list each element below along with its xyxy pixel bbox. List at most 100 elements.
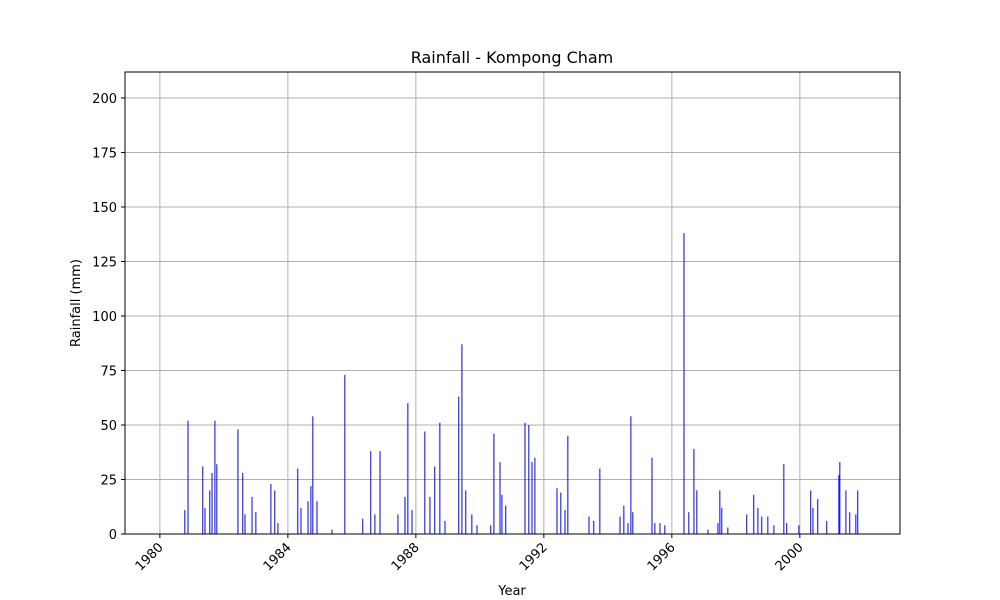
bar — [693, 448, 695, 534]
bar — [434, 466, 436, 534]
bar — [255, 512, 257, 534]
y-tick-label: 150 — [92, 201, 117, 216]
bar — [696, 490, 698, 534]
bar — [651, 457, 653, 534]
bar — [476, 525, 478, 534]
bar — [767, 516, 769, 534]
bar — [632, 512, 634, 534]
bar — [184, 510, 186, 534]
bar — [826, 520, 828, 534]
y-tick-label: 25 — [100, 473, 117, 488]
bar — [362, 518, 364, 534]
bar — [753, 494, 755, 534]
bar — [310, 486, 312, 534]
y-tick-label: 0 — [109, 528, 117, 543]
bar — [630, 416, 632, 534]
bar — [588, 516, 590, 534]
bar — [209, 490, 211, 534]
y-tick-label: 200 — [92, 92, 117, 107]
bar — [721, 507, 723, 534]
bar — [251, 496, 253, 534]
bar — [659, 523, 661, 534]
bar — [817, 499, 819, 534]
bar — [274, 490, 276, 534]
bar — [505, 505, 507, 534]
bar — [560, 492, 562, 534]
bar — [707, 529, 709, 534]
bar — [307, 501, 309, 534]
bar — [654, 523, 656, 534]
bar — [374, 514, 376, 534]
bar — [471, 514, 473, 534]
y-tick-label: 75 — [100, 364, 117, 379]
bar — [599, 468, 601, 534]
bar — [564, 510, 566, 534]
bar — [783, 464, 785, 534]
y-tick-label: 100 — [92, 310, 117, 325]
y-tick-label: 125 — [92, 255, 117, 270]
bar — [567, 435, 569, 534]
bar — [424, 431, 426, 534]
y-axis-label: Rainfall (mm) — [69, 259, 84, 347]
x-axis-label: Year — [497, 584, 526, 599]
bar — [717, 523, 719, 534]
bar — [501, 494, 503, 534]
bar — [242, 472, 244, 534]
bar — [499, 462, 501, 534]
bar — [761, 516, 763, 534]
bar — [524, 422, 526, 534]
bar — [429, 496, 431, 534]
bar — [344, 374, 346, 534]
bar — [312, 416, 314, 534]
plot-frame — [124, 71, 901, 535]
bar — [202, 466, 204, 534]
bar — [746, 514, 748, 534]
bar — [845, 490, 847, 534]
bar — [493, 433, 495, 534]
chart-title: Rainfall - Kompong Cham — [411, 48, 614, 67]
bar — [786, 523, 788, 534]
bar — [439, 422, 441, 534]
bar — [719, 490, 721, 534]
bar — [465, 490, 467, 534]
bar — [216, 464, 218, 534]
bar — [458, 396, 460, 534]
bar — [187, 420, 189, 534]
y-tick-label: 175 — [92, 146, 117, 161]
bar — [461, 344, 463, 534]
bar — [204, 507, 206, 534]
bar — [773, 525, 775, 534]
bar — [556, 488, 558, 534]
bar — [270, 483, 272, 534]
bar — [727, 527, 729, 534]
bar — [237, 429, 239, 534]
bars — [184, 233, 859, 534]
bar — [490, 525, 492, 534]
bar — [857, 490, 859, 534]
bar — [623, 505, 625, 534]
bar — [855, 514, 857, 534]
bar — [531, 462, 533, 534]
bar — [300, 507, 302, 534]
bar — [593, 520, 595, 534]
bar — [277, 523, 279, 534]
bar — [316, 501, 318, 534]
bar — [757, 507, 759, 534]
bar — [627, 523, 629, 534]
bar — [810, 490, 812, 534]
bar — [244, 514, 246, 534]
bar — [331, 529, 333, 534]
bar — [528, 424, 530, 534]
bar — [812, 507, 814, 534]
bar — [404, 496, 406, 534]
bar — [370, 451, 372, 534]
y-tick-label: 50 — [100, 419, 117, 434]
bar — [407, 403, 409, 534]
bar — [688, 512, 690, 534]
bar — [379, 451, 381, 534]
bar — [397, 514, 399, 534]
bar — [214, 420, 216, 534]
bar — [839, 462, 841, 534]
bar — [798, 525, 800, 534]
bar — [297, 468, 299, 534]
